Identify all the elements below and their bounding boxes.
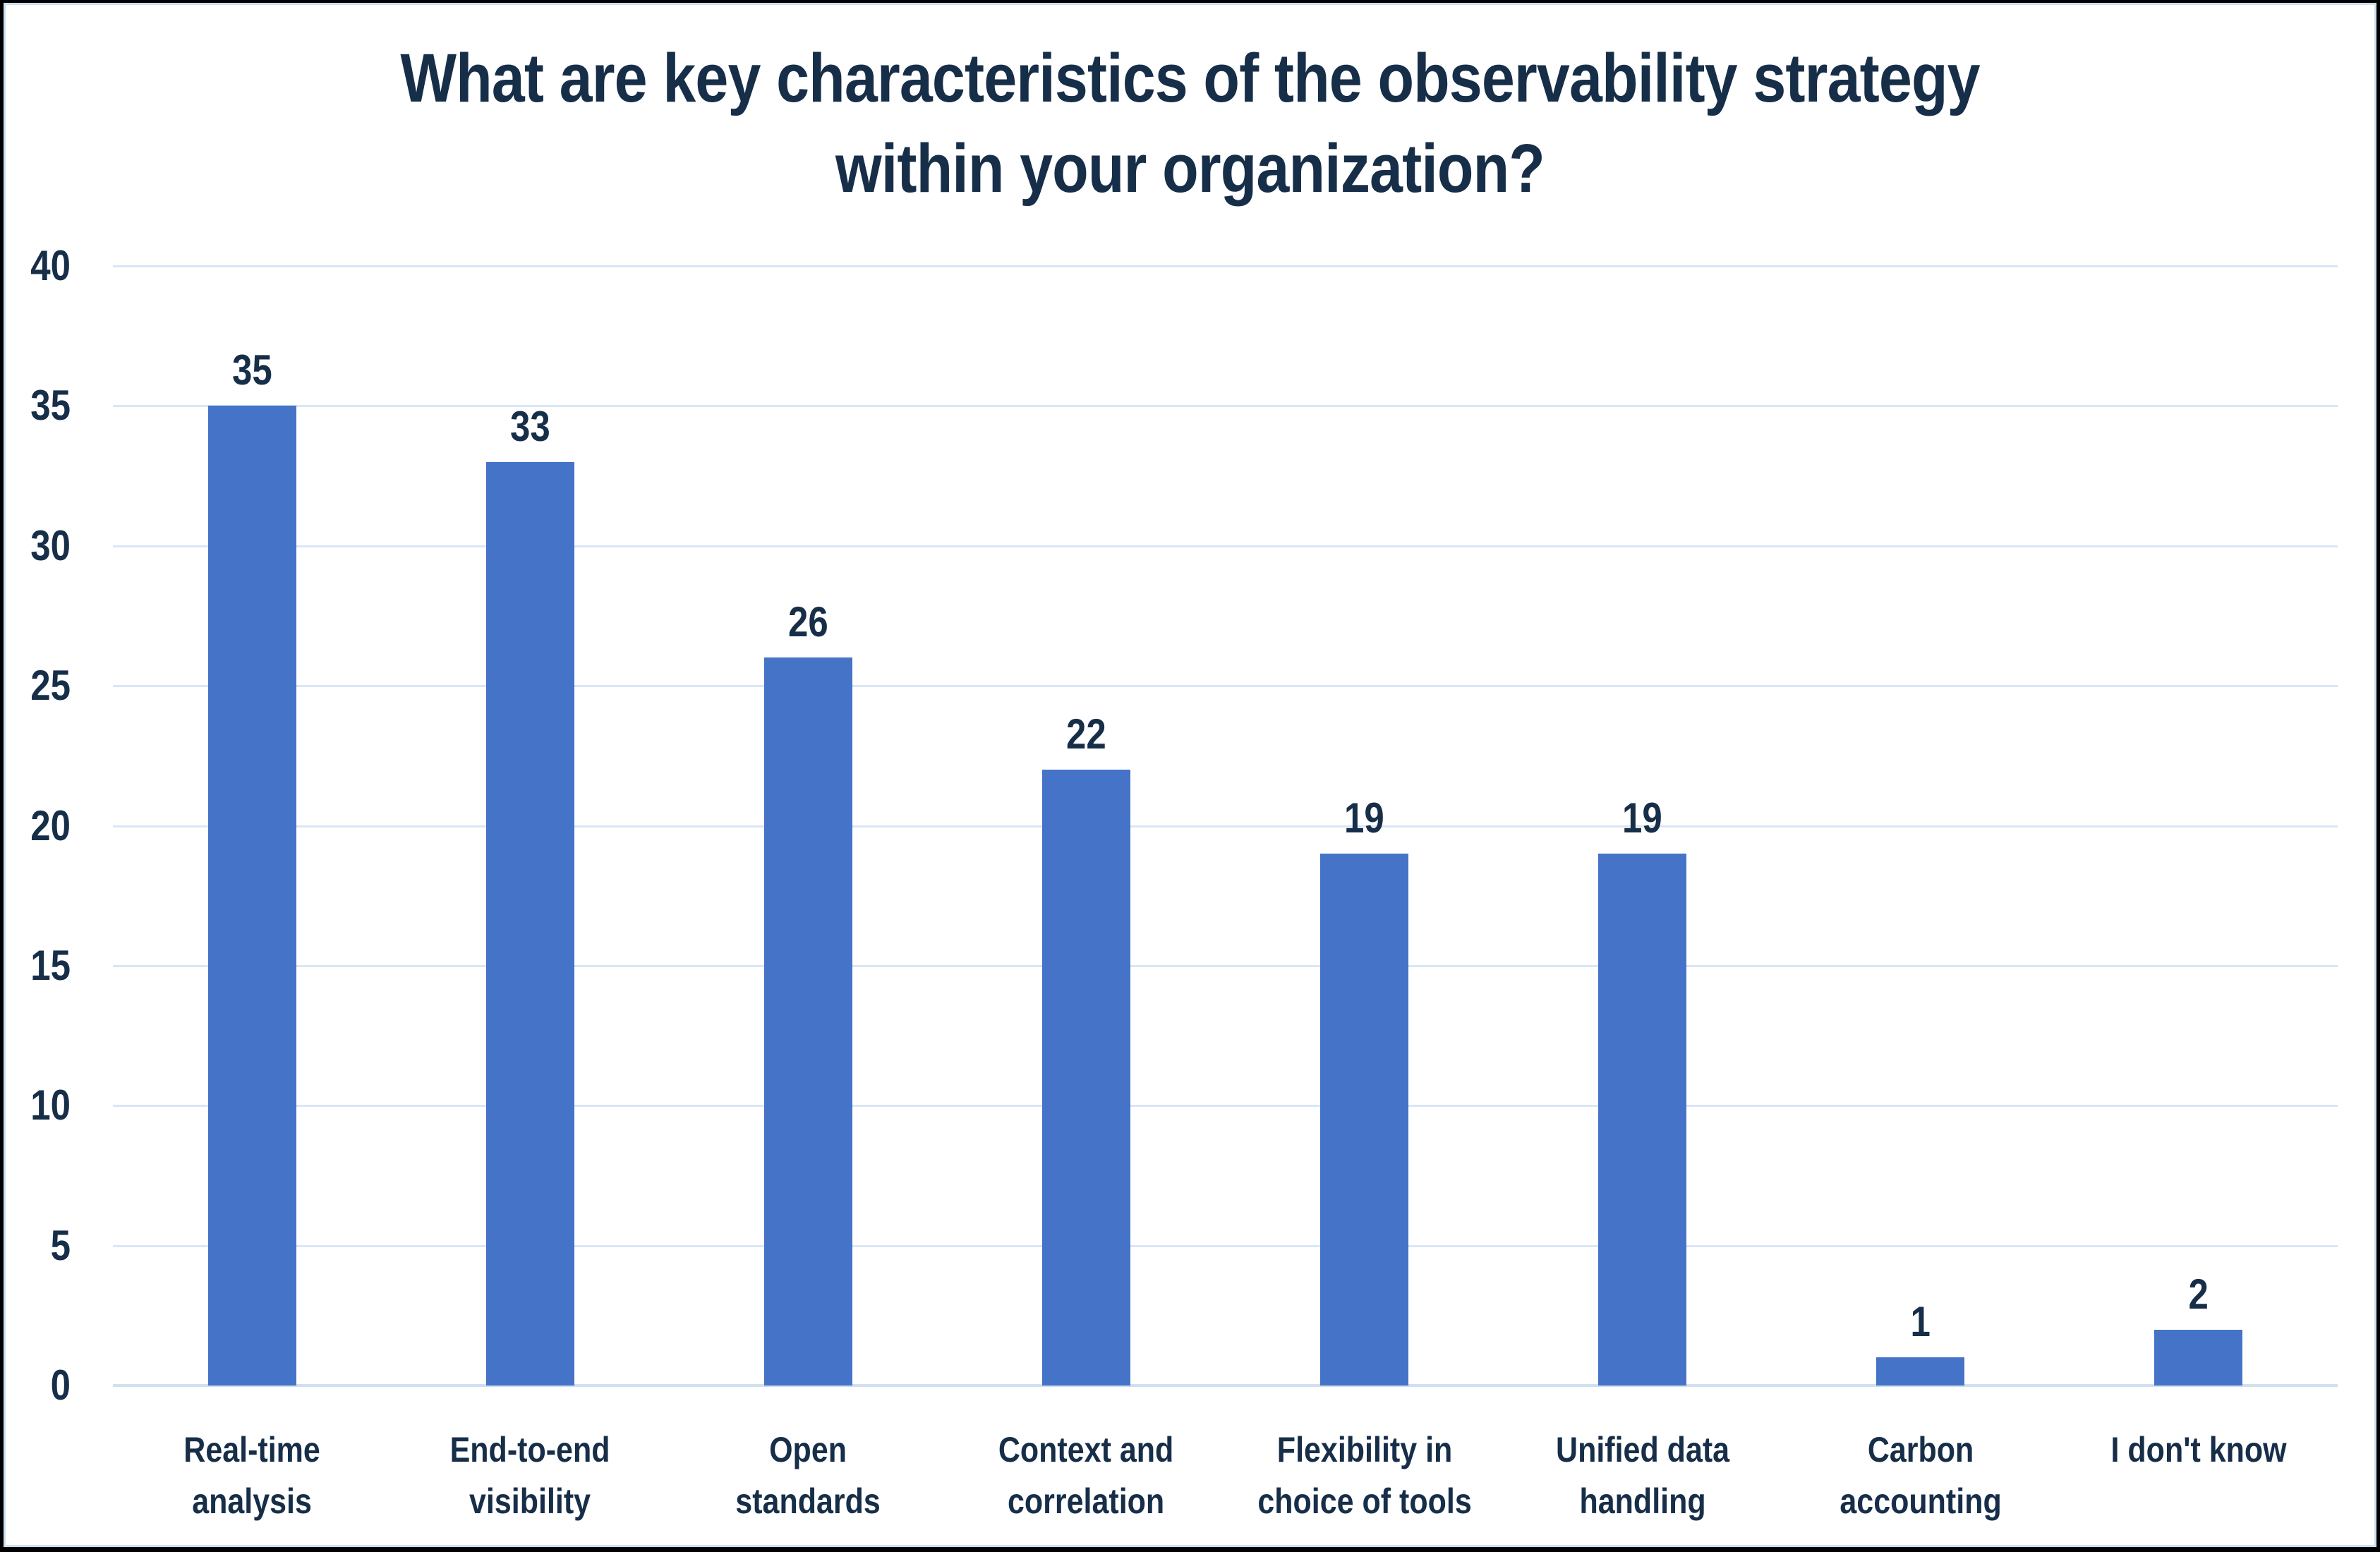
x-category-label: Real-time analysis [183,1430,320,1521]
gridline [113,1105,2338,1108]
gridline [113,545,2338,547]
bar-value-label: 1 [1910,1298,1931,1346]
y-tick-label: 0 [50,1362,71,1409]
plot-area: 35 33 26 22 19 19 1 2 [113,265,2338,1387]
gridline [113,685,2338,688]
x-category-label: I don't know [2110,1430,2287,1469]
x-category-label: Carbon accounting [1840,1430,2002,1521]
y-tick-label: 5 [50,1221,71,1269]
y-tick-label: 10 [30,1081,71,1129]
x-category-label: Flexibility in choice of tools [1257,1430,1472,1521]
bar-value-label: 26 [787,598,828,646]
bars-container: 35 33 26 22 19 19 1 2 [113,266,2338,1386]
bar [763,657,852,1386]
bar-group: 19 [1226,266,1504,1386]
x-category-label: End-to-end visibility [449,1430,610,1521]
bar [1876,1357,1965,1386]
y-tick-label: 15 [30,941,71,989]
x-axis-line [113,1384,2338,1387]
bar-group: 35 [113,266,391,1386]
bar-group: 33 [391,266,669,1386]
y-axis-tick-labels: 0 5 10 15 20 25 30 35 40 [6,245,71,1407]
x-category-label: Context and correlation [998,1430,1174,1521]
bar-group: 22 [947,266,1225,1386]
bar [1598,854,1687,1386]
x-category-label: Unified data handling [1555,1430,1729,1521]
y-tick-label: 30 [30,521,71,569]
bar-value-label: 19 [1344,794,1384,842]
bar [1041,770,1130,1386]
bar [207,406,296,1386]
bar-value-label: 2 [2188,1270,2209,1318]
chart-title: What are key characteristics of the obse… [400,40,1980,207]
gridline [113,964,2338,967]
bar-value-label: 19 [1622,794,1663,842]
y-tick-label: 35 [30,382,71,430]
bar [1320,854,1409,1386]
bar-group: 1 [1782,266,2060,1386]
y-tick-label: 20 [30,801,71,849]
bar-group: 26 [669,266,947,1386]
y-tick-label: 25 [30,662,71,710]
bar [485,461,574,1386]
gridline [113,1244,2338,1247]
bar-value-label: 35 [231,346,272,394]
gridline [113,825,2338,827]
chart-area: What are key characteristics of the obse… [4,3,2376,1547]
bar [2154,1329,2243,1386]
x-category-label: Open standards [735,1430,881,1521]
x-axis-category-labels: Real-time analysis End-to-end visibility O… [113,1424,2338,1527]
y-tick-label: 40 [30,242,71,289]
bar-group: 2 [2060,266,2338,1386]
bar-value-label: 33 [509,402,550,450]
bar-group: 19 [1504,266,1782,1386]
gridline [113,265,2338,267]
gridline [113,405,2338,408]
bar-value-label: 22 [1066,710,1106,758]
